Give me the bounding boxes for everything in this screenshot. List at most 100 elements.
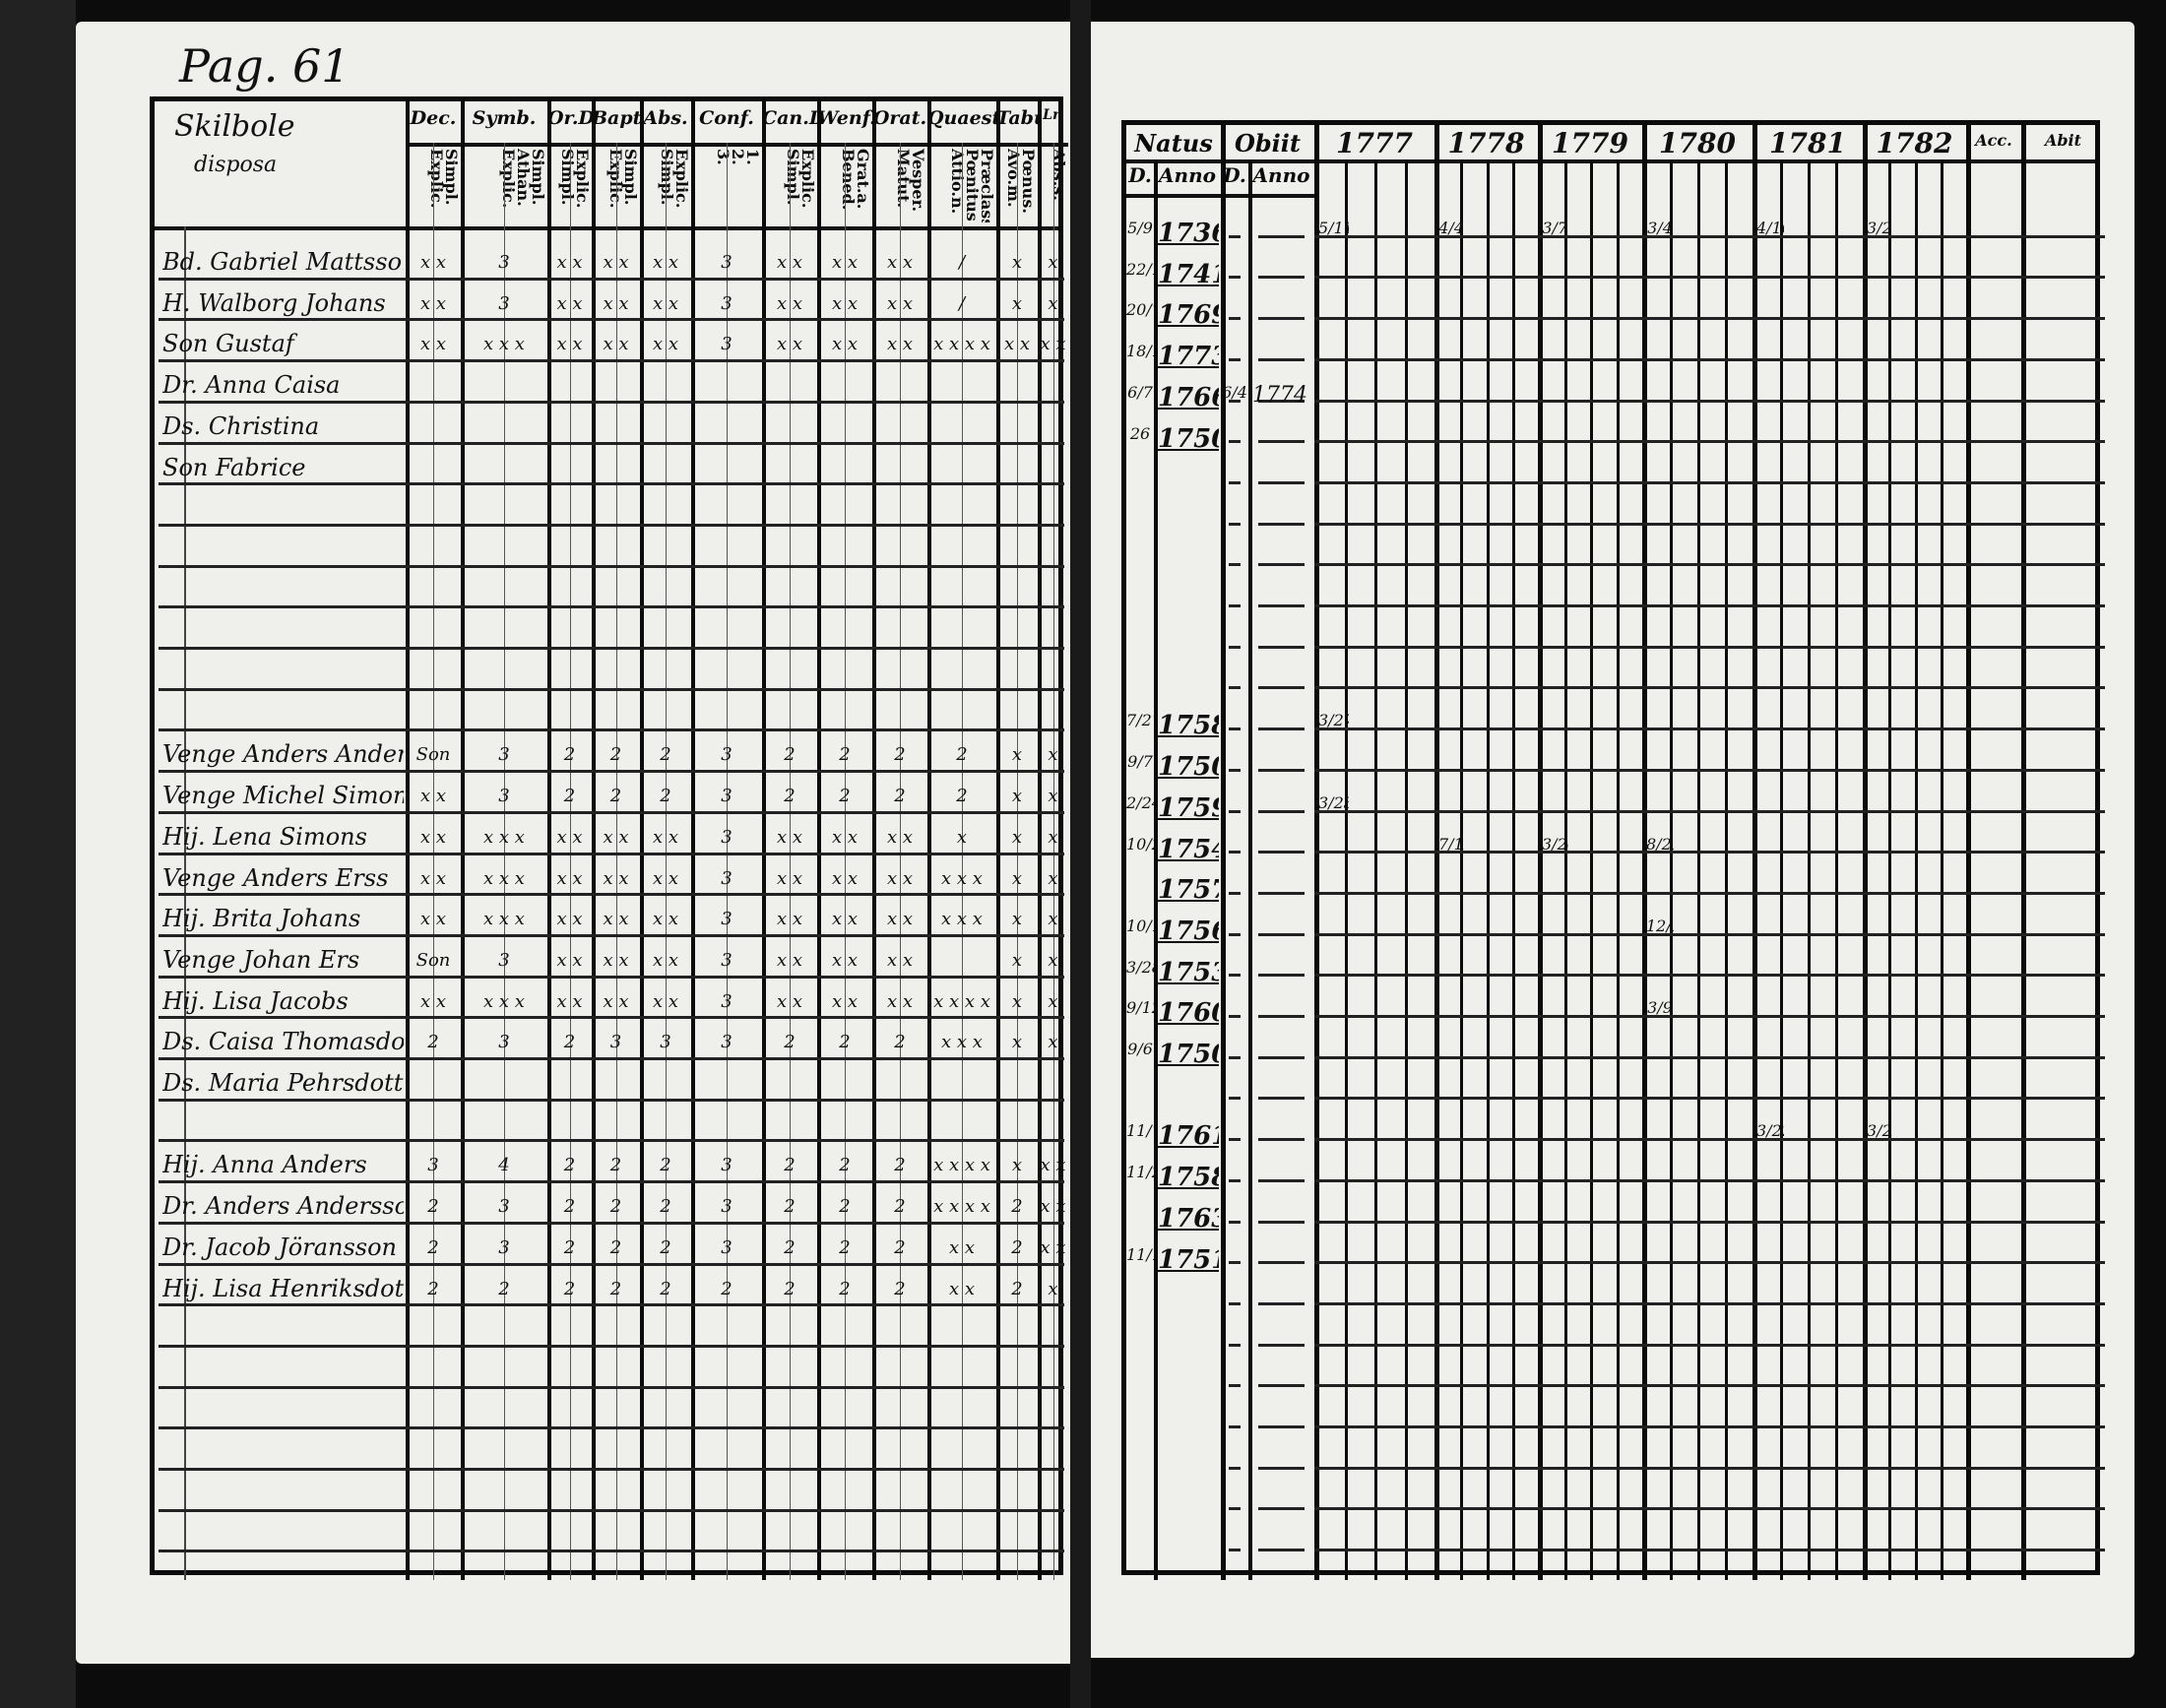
catechism-mark: 2	[784, 744, 796, 766]
person-name: Son Gustaf	[162, 330, 294, 358]
column-header: Orat.	[872, 107, 927, 129]
column-subheader: Explic. Simpl.	[658, 149, 689, 209]
year-entry: 3/4	[1647, 219, 1673, 237]
year-header: 1780	[1659, 127, 1736, 159]
column-divider	[691, 101, 695, 1580]
column-header: Quaest.	[927, 107, 996, 129]
obiit-dash	[1229, 727, 1241, 731]
obiit-anno-dash	[1258, 357, 1305, 361]
year-subcolumn-divider	[1808, 159, 1811, 1580]
birth-day: 5/9	[1127, 219, 1153, 237]
village-subheader: disposa	[194, 153, 278, 177]
catechism-mark: x x	[776, 990, 803, 1012]
person-name: Bd. Gabriel Mattsson	[162, 248, 404, 276]
row-rule	[1314, 522, 2105, 526]
obiit-anno-dash	[1258, 1220, 1305, 1224]
birth-day: 2/24	[1126, 792, 1154, 812]
catechism-mark: 3	[498, 252, 510, 273]
catechism-mark: 2	[563, 1236, 576, 1258]
birth-day: 9/7	[1127, 752, 1153, 772]
obiit-anno-dash	[1258, 809, 1305, 813]
death-year: 1774	[1252, 382, 1307, 408]
obiit-anno-dash	[1258, 480, 1305, 484]
birth-day: 11/10	[1126, 1244, 1154, 1264]
obiit-anno-dash	[1258, 932, 1305, 936]
row-rule	[1314, 1261, 2105, 1265]
column-subheader: 1. 2. 3.	[714, 149, 760, 165]
column-header: Or.D	[547, 107, 592, 129]
obiit-dash	[1229, 276, 1241, 280]
birth-day: 7/27	[1126, 711, 1154, 730]
subcolumn-divider	[1052, 143, 1054, 1580]
catechism-mark: x	[1011, 990, 1023, 1012]
catechism-mark: 3	[721, 334, 733, 355]
obiit-anno-dash	[1258, 1507, 1305, 1511]
catechism-mark: x	[1011, 867, 1023, 889]
catechism-mark: 3	[721, 744, 733, 766]
catechism-mark: 2	[784, 1032, 796, 1053]
obiit-anno-dash	[1258, 1178, 1305, 1182]
catechism-mark: 3	[498, 1236, 510, 1258]
catechism-mark: x x	[1040, 1196, 1066, 1218]
year-subcolumn-divider	[1590, 159, 1593, 1580]
obiit-anno-dash	[1258, 1549, 1305, 1552]
obiit-dash	[1229, 317, 1241, 321]
subcolumn-divider	[900, 143, 901, 1580]
catechism-mark: 2	[1011, 1236, 1023, 1258]
catechism-mark: 2	[660, 1155, 671, 1176]
row-rule	[159, 359, 1064, 363]
birth-day: 3/28	[1126, 957, 1154, 977]
year-subcolumn-divider	[1344, 159, 1348, 1580]
obiit-dash	[1229, 974, 1241, 978]
catechism-mark: 2	[784, 1196, 796, 1218]
row-rule	[159, 1303, 1064, 1307]
catechism-mark: x x	[776, 334, 803, 355]
person-name: Venge Anders Erss	[162, 863, 389, 892]
row-rule	[159, 933, 1064, 937]
catechism-mark: x x x	[483, 826, 525, 848]
row-rule	[1314, 1425, 2105, 1428]
birth-day: 11/27	[1126, 1163, 1154, 1182]
catechism-mark: x	[1048, 252, 1058, 273]
obiit-dash	[1229, 1549, 1241, 1552]
obiit-day-header: D.	[1223, 163, 1246, 187]
catechism-mark: x x	[831, 867, 859, 889]
catechism-mark: x x	[603, 990, 629, 1012]
catechism-mark: x x x	[483, 867, 525, 889]
obiit-dash	[1229, 1343, 1241, 1347]
obiit-dash	[1229, 645, 1241, 649]
catechism-mark: x x	[556, 826, 583, 848]
catechism-mark: x x	[603, 292, 629, 314]
catechism-mark: x x	[419, 867, 447, 889]
obiit-header: Obiit	[1234, 129, 1301, 158]
obiit-anno-dash	[1258, 522, 1305, 526]
catechism-mark: 3	[721, 1155, 733, 1176]
obiit-anno-dash	[1258, 234, 1305, 238]
catechism-mark: 2	[839, 1236, 851, 1258]
row-rule	[1314, 399, 2105, 403]
obiit-anno-dash	[1258, 1261, 1305, 1265]
year-subcolumn-divider	[1780, 159, 1783, 1580]
row-rule	[159, 687, 1064, 691]
catechism-mark: x x x	[941, 909, 983, 930]
catechism-mark: x x	[776, 252, 803, 273]
row-rule	[1314, 932, 2105, 936]
row-rule	[1314, 276, 2105, 280]
row-rule	[1314, 1549, 2105, 1552]
row-rule	[1314, 440, 2105, 444]
catechism-mark: x x	[603, 909, 629, 930]
row-rule	[1314, 1343, 2105, 1347]
catechism-mark: 3	[721, 786, 733, 807]
birth-day: 9/12	[1126, 998, 1154, 1018]
obiit-anno-dash	[1258, 891, 1305, 895]
row-rule	[159, 770, 1064, 774]
column-subheader: Grat.a. Bened.	[839, 149, 870, 211]
header-rule	[406, 143, 1068, 147]
catechism-mark: 2	[784, 1155, 796, 1176]
year-entry: 3/22	[1756, 1121, 1784, 1141]
catechism-mark: 2	[563, 1196, 576, 1218]
column-divider	[872, 101, 876, 1580]
row-rule	[1314, 317, 2105, 321]
obiit-dash	[1229, 1055, 1241, 1059]
